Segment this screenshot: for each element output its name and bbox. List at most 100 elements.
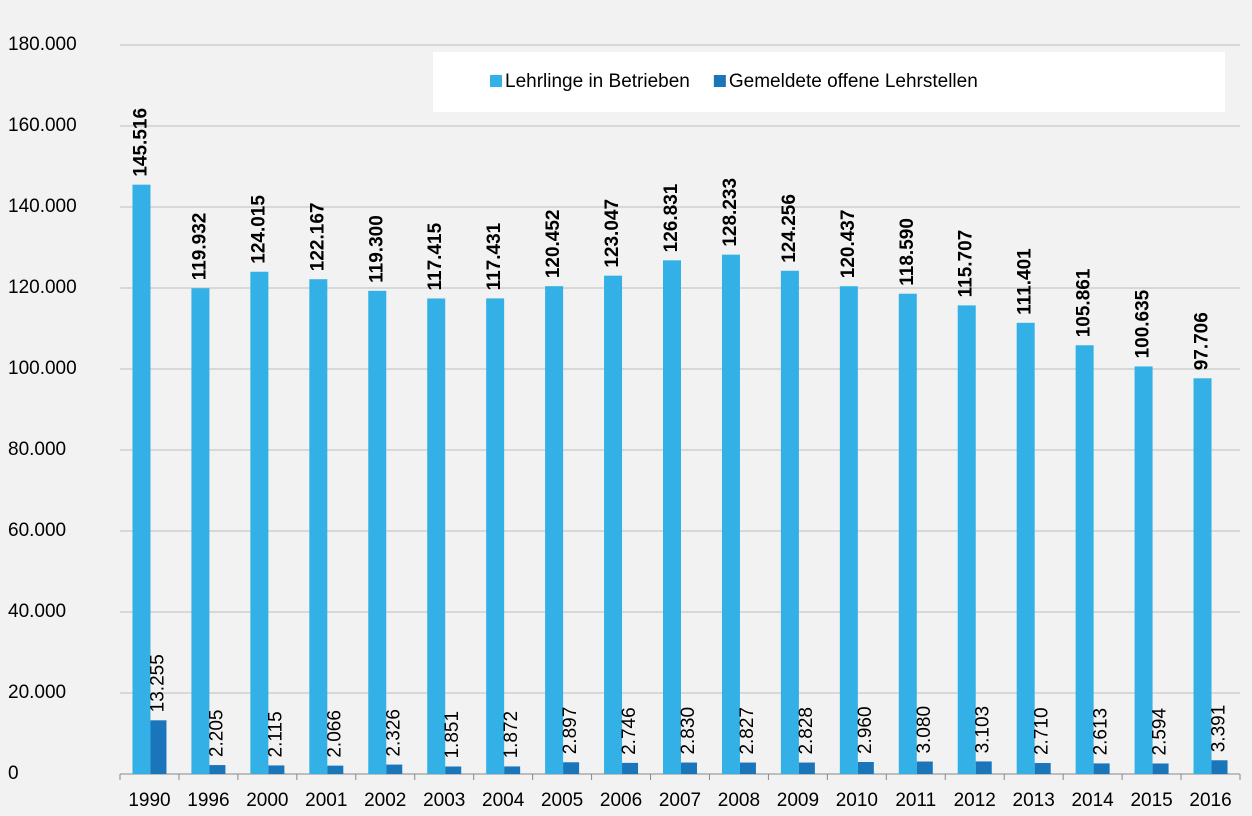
- value-label: 2.830: [678, 707, 699, 755]
- x-tick-label: 2005: [541, 790, 583, 811]
- value-label: 100.635: [1133, 289, 1154, 358]
- value-label: 2.960: [855, 706, 876, 754]
- bar: [486, 298, 505, 774]
- bar: [1034, 763, 1051, 774]
- value-label: 2.594: [1150, 708, 1171, 756]
- value-label: 3.080: [914, 706, 935, 754]
- bar: [268, 765, 285, 774]
- value-label: 2.710: [1032, 707, 1053, 755]
- y-tick-label: 20.000: [8, 682, 66, 703]
- bar: [191, 288, 210, 774]
- bar: [504, 766, 521, 774]
- value-label: 13.255: [147, 654, 168, 712]
- bar: [327, 765, 344, 774]
- bar: [839, 286, 858, 774]
- bar: [1075, 345, 1094, 774]
- bar: [368, 290, 387, 774]
- y-tick-label: 140.000: [8, 196, 77, 217]
- bar: [721, 254, 740, 774]
- x-tick-label: 2007: [659, 790, 701, 811]
- value-label: 1.872: [501, 711, 522, 759]
- legend-swatch: [490, 75, 502, 87]
- bar: [1093, 763, 1110, 774]
- value-label: 2.828: [796, 707, 817, 755]
- bar: [622, 762, 639, 774]
- bar: [857, 762, 874, 774]
- x-tick-label: 2010: [836, 790, 878, 811]
- bar: [1152, 763, 1169, 774]
- x-tick-label: 2000: [246, 790, 288, 811]
- y-tick-label: 0: [8, 763, 19, 784]
- value-label: 128.233: [720, 178, 741, 247]
- value-label: 118.590: [897, 218, 918, 286]
- x-tick-label: 2013: [1013, 790, 1055, 811]
- bar: [445, 766, 462, 774]
- x-tick-label: 2008: [718, 790, 760, 811]
- x-tick-label: 2012: [954, 790, 996, 811]
- legend-box: [433, 52, 1225, 112]
- value-label: 126.831: [661, 183, 682, 252]
- bar: [663, 260, 681, 774]
- bar: [1134, 366, 1153, 774]
- bar: [563, 762, 580, 774]
- x-tick-label: 2009: [777, 790, 819, 811]
- value-label: 2.897: [560, 707, 581, 755]
- value-label: 124.015: [248, 195, 269, 264]
- value-label: 2.827: [737, 707, 758, 755]
- x-tick-label: 2002: [364, 790, 406, 811]
- bar: [798, 762, 815, 774]
- value-label: 122.167: [307, 203, 328, 272]
- x-tick-label: 1990: [128, 790, 170, 811]
- y-tick-label: 160.000: [8, 115, 77, 136]
- x-tick-label: 1996: [187, 790, 229, 811]
- bar: [209, 765, 226, 774]
- x-tick-label: 2006: [600, 790, 642, 811]
- bar: [132, 184, 151, 774]
- value-label: 111.401: [1015, 248, 1036, 315]
- bar: [916, 761, 933, 774]
- value-label: 123.047: [602, 199, 623, 268]
- y-tick-label: 100.000: [8, 358, 77, 379]
- value-label: 105.861: [1074, 268, 1095, 337]
- value-label: 119.300: [366, 215, 387, 283]
- x-tick-label: 2001: [305, 790, 347, 811]
- bar: [898, 293, 917, 774]
- bar: [1016, 322, 1035, 774]
- y-tick-label: 180.000: [8, 34, 77, 55]
- value-label: 97.706: [1192, 312, 1213, 370]
- bar: [1193, 378, 1212, 774]
- value-label: 2.746: [619, 707, 640, 755]
- value-label: 145.516: [130, 108, 151, 177]
- x-tick-label: 2003: [423, 790, 465, 811]
- x-tick-label: 2011: [895, 790, 936, 811]
- legend-label: Lehrlinge in Betrieben: [505, 71, 690, 92]
- value-label: 119.932: [189, 213, 210, 281]
- bar: [739, 762, 756, 774]
- x-tick-label: 2015: [1130, 790, 1172, 811]
- value-label: 115.707: [956, 230, 977, 298]
- x-tick-label: 2004: [482, 790, 525, 811]
- y-tick-label: 60.000: [8, 520, 66, 541]
- legend-label: Gemeldete offene Lehrstellen: [729, 71, 978, 92]
- value-label: 3.103: [973, 706, 994, 754]
- bar: [250, 271, 269, 774]
- y-tick-label: 120.000: [8, 277, 77, 298]
- bar: [780, 270, 799, 774]
- value-label: 2.205: [206, 710, 227, 758]
- x-tick-label: 2014: [1071, 790, 1114, 811]
- value-label: 1.851: [442, 711, 463, 759]
- legend-swatch: [713, 75, 726, 87]
- value-label: 124.256: [779, 194, 800, 263]
- bar: [1211, 760, 1228, 774]
- value-label: 2.613: [1091, 708, 1112, 756]
- value-label: 3.391: [1209, 705, 1230, 753]
- bar: [681, 762, 697, 774]
- bar: [309, 279, 328, 774]
- bar: [386, 764, 403, 774]
- value-label: 2.326: [383, 709, 404, 757]
- bar: [427, 298, 446, 774]
- y-tick-label: 40.000: [8, 601, 66, 622]
- bar: [957, 305, 976, 774]
